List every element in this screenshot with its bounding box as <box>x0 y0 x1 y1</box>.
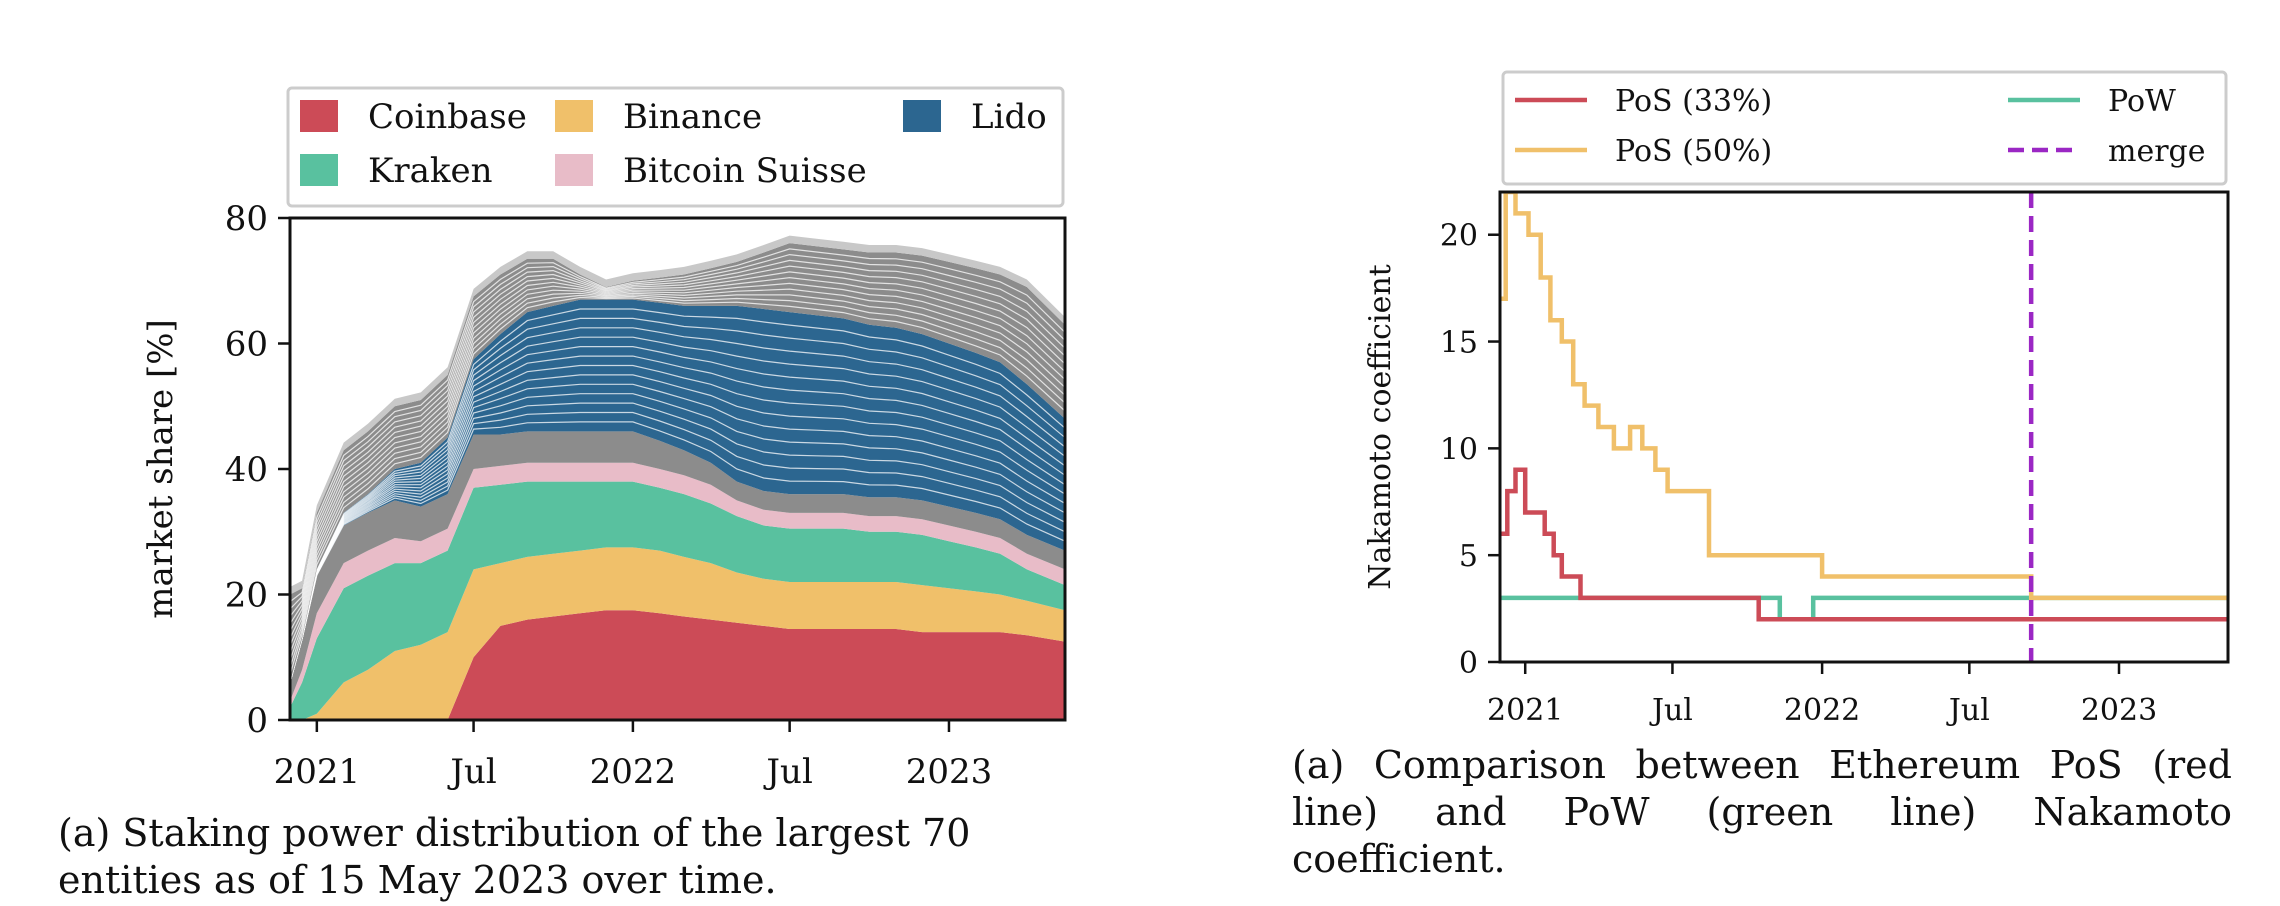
y-tick-label: 20 <box>1440 219 1478 254</box>
entity-separator <box>290 402 1065 683</box>
y-tick-label: 5 <box>1459 539 1478 574</box>
x-tick-label: 2023 <box>906 752 993 792</box>
y-tick-label: 10 <box>1440 432 1478 467</box>
nakamoto-coefficient-chart: 0 5 10 15 20 2021 Jul 2022 Jul 2023 Nakamoto coeff… <box>1363 70 2230 728</box>
x-tick-label: 2022 <box>1784 693 1860 728</box>
y-tick-label: 40 <box>225 450 268 490</box>
line-pow <box>1500 595 2228 622</box>
left-caption: (a) Staking power distribution of the la… <box>58 810 1068 904</box>
y-axis-label: Nakamoto coefficient <box>1363 264 1398 589</box>
stacked-areas <box>290 235 1065 720</box>
area-binance <box>290 547 1065 720</box>
legend-swatch <box>300 100 338 132</box>
area-coinbase <box>290 610 1065 720</box>
legend-swatch <box>300 154 338 186</box>
line-pos-50- <box>1500 192 2228 601</box>
entity-separator <box>290 355 1065 683</box>
legend-label: Lido <box>971 97 1047 137</box>
left-caption-line-1: (a) Staking power distribution of the la… <box>58 811 971 855</box>
right-caption-line-2: line) and PoW (green line) Nakamoto coef… <box>1292 790 2232 881</box>
line-series <box>1500 192 2228 622</box>
entity-separator <box>290 393 1065 683</box>
area-lido <box>290 299 1065 683</box>
legend-label: PoS (50%) <box>1615 134 1772 169</box>
x-tick-label: Jul <box>1946 693 1990 728</box>
y-tick-label: 20 <box>225 576 268 616</box>
entity-separator <box>290 296 1065 676</box>
entity-separator <box>290 364 1065 683</box>
entity-separator <box>290 248 1065 603</box>
legend-swatch <box>555 100 593 132</box>
entity-separator <box>290 259 1065 617</box>
entity-separator <box>290 421 1065 683</box>
legend-box <box>286 86 1065 208</box>
x-tick-label: Jul <box>1649 693 1693 728</box>
area-kraken <box>290 481 1065 720</box>
area-other-top <box>290 243 1065 683</box>
legend-label: Bitcoin Suisse <box>623 151 867 191</box>
entity-separator <box>290 288 1065 654</box>
y-tick-label: 80 <box>225 199 268 239</box>
entity-separator <box>290 271 1065 632</box>
legend-label: Coinbase <box>368 97 527 137</box>
entity-separator <box>290 253 1065 610</box>
entity-separator <box>290 294 1065 668</box>
legend-label: merge <box>2108 134 2206 169</box>
x-tick-label: Jul <box>447 752 496 792</box>
legend-swatch <box>555 154 593 186</box>
x-tick-label: 2023 <box>2081 693 2157 728</box>
x-tick-label: 2022 <box>590 752 677 792</box>
right-caption: (a) Comparison between Ethereum PoS (red… <box>1292 742 2232 883</box>
x-tick-label: 2021 <box>1487 693 1563 728</box>
left-caption-line-2: entities as of 15 May 2023 over time. <box>58 858 777 902</box>
entity-separator <box>290 282 1065 646</box>
y-tick-label: 0 <box>1459 646 1478 681</box>
entity-separator <box>290 383 1065 683</box>
entity-separator <box>290 265 1065 625</box>
legend-label: Binance <box>623 97 762 137</box>
legend-swatch <box>903 100 941 132</box>
entity-separator <box>290 276 1065 639</box>
entity-separator <box>290 411 1065 683</box>
area-bitcoin-suisse <box>290 462 1065 708</box>
plot-frame <box>1498 190 2230 664</box>
area-other-mid <box>290 431 1065 702</box>
entity-separator <box>290 346 1065 683</box>
legend-label: Kraken <box>368 151 493 191</box>
entity-separator <box>290 317 1065 683</box>
right-caption-line-1: (a) Comparison between Ethereum PoS (red <box>1292 743 2232 787</box>
x-tick-label: 2021 <box>274 752 361 792</box>
entity-separator <box>290 308 1065 683</box>
y-tick-label: 0 <box>246 701 268 741</box>
entity-separator <box>290 374 1065 683</box>
legend-label: PoW <box>2108 84 2176 119</box>
legend-label: PoS (33%) <box>1615 84 1772 119</box>
y-tick-label: 15 <box>1440 326 1478 361</box>
line-pos-33- <box>1500 467 2228 622</box>
entity-separator <box>290 327 1065 683</box>
entity-separator <box>290 292 1065 661</box>
y-tick-label: 60 <box>225 325 268 365</box>
entity-separator <box>290 336 1065 683</box>
x-tick-label: Jul <box>763 752 812 792</box>
staking-power-chart: 0 20 40 60 80 2021 Jul 2022 Jul 2023 market share … <box>141 86 1067 792</box>
y-axis-label: market share [%] <box>141 319 181 619</box>
